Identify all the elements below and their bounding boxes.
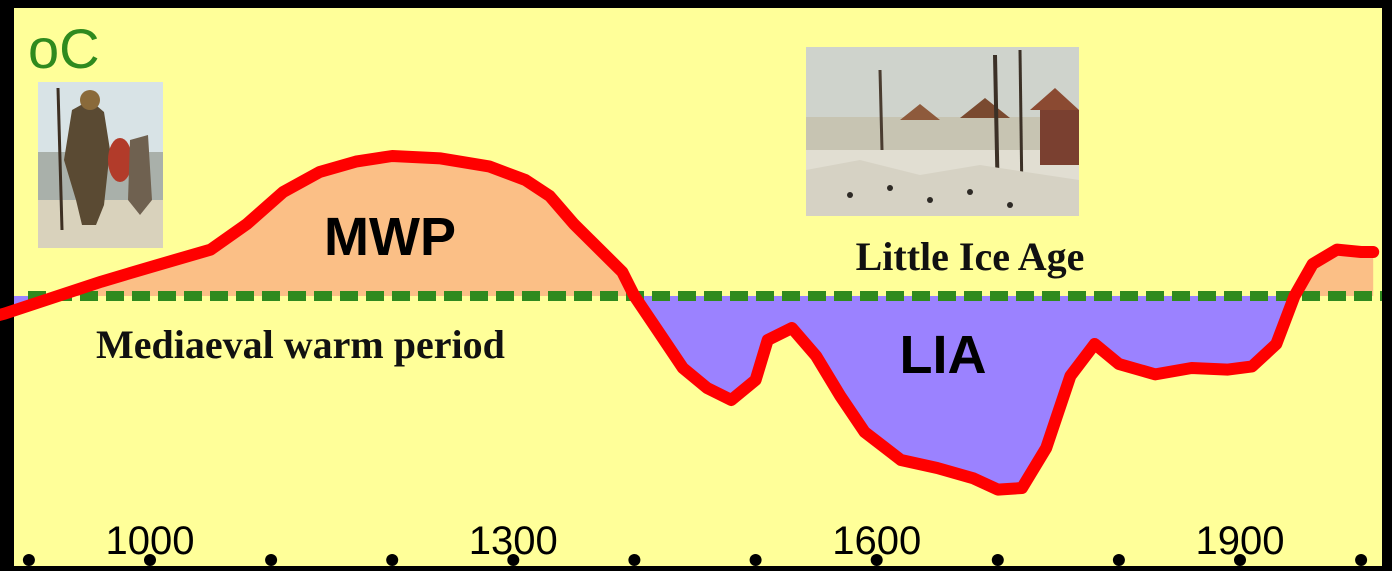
x-tick-mark: [991, 554, 1004, 566]
x-tick-mark: [870, 554, 883, 566]
lia-description: Little Ice Age: [856, 234, 1085, 279]
x-tick-label: 1600: [832, 519, 921, 563]
x-axis: 1000 1300 1600 1900: [22, 519, 1368, 566]
temperature-curve: [0, 150, 1380, 496]
x-tick-mark: [507, 554, 520, 566]
x-tick-label: 1900: [1196, 519, 1285, 563]
x-tick-mark: [22, 554, 35, 566]
x-tick-mark: [265, 554, 278, 566]
x-tick-label: 1300: [469, 519, 558, 563]
cold-area: [14, 296, 1374, 490]
mwp-description: Mediaeval warm period: [96, 322, 505, 367]
x-tick-mark: [628, 554, 641, 566]
warm-area: [14, 156, 1374, 296]
x-tick-mark: [1355, 554, 1368, 566]
unit-label: oC: [28, 17, 100, 80]
viking-picture: [38, 82, 163, 248]
x-tick-mark: [1234, 554, 1246, 566]
x-tick-mark: [1112, 554, 1125, 566]
x-tick-mark: [749, 554, 762, 566]
lia-label: LIA: [900, 325, 987, 385]
winter-landscape-picture: [806, 47, 1079, 216]
x-tick-mark: [386, 554, 399, 566]
x-tick-label: 1000: [106, 519, 195, 563]
mwp-label: MWP: [324, 207, 456, 267]
x-tick-mark: [144, 554, 156, 566]
